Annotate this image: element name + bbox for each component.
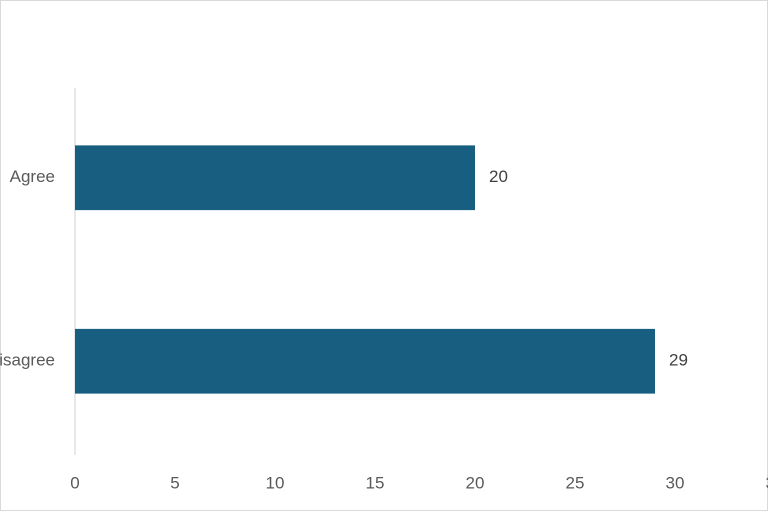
bar — [75, 145, 475, 211]
x-tick-label: 10 — [266, 473, 285, 492]
x-tick-label: 30 — [666, 473, 685, 492]
value-label: 20 — [489, 167, 508, 186]
x-tick-label: 20 — [466, 473, 485, 492]
y-tick-label: Disagree — [0, 351, 55, 370]
x-tick-label: 5 — [170, 473, 179, 492]
x-tick-label: 35 — [766, 473, 768, 492]
y-tick-label: Agree — [10, 167, 55, 186]
x-tick-label: 15 — [366, 473, 385, 492]
x-tick-label: 0 — [70, 473, 79, 492]
bar — [75, 328, 655, 394]
x-tick-label: 25 — [566, 473, 585, 492]
value-label: 29 — [669, 351, 688, 370]
